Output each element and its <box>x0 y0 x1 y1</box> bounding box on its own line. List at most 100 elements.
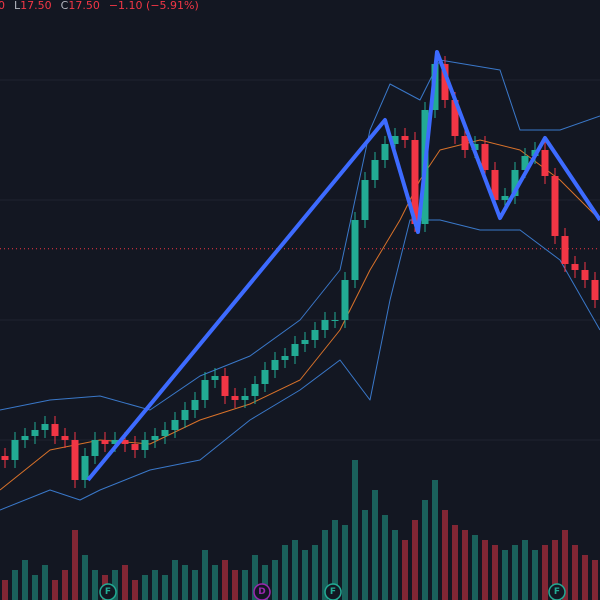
candle-body <box>261 370 269 384</box>
volume-bar <box>302 550 308 600</box>
volume-bar <box>362 510 368 600</box>
volume-bar <box>462 530 468 600</box>
candle-body <box>291 344 299 356</box>
volume-bar <box>122 565 128 600</box>
candle-body <box>141 440 149 450</box>
volume-bar <box>332 520 338 600</box>
indicator-line <box>86 50 600 482</box>
candle-body <box>331 320 339 321</box>
candle-body <box>231 396 239 400</box>
volume-bar <box>202 550 208 600</box>
candle-body <box>211 376 219 380</box>
candle-body <box>181 410 189 420</box>
candle-body <box>271 360 279 370</box>
volume-bar <box>2 580 8 600</box>
candle-body <box>451 100 459 136</box>
candle-body <box>31 430 39 436</box>
candle-body <box>311 330 319 340</box>
candle-body <box>101 440 109 444</box>
candle-body <box>1 456 9 460</box>
volume-bar <box>372 490 378 600</box>
volume-bar <box>252 555 258 600</box>
candle-body <box>551 176 559 236</box>
volume-bar <box>172 560 178 600</box>
candle-body <box>221 376 229 396</box>
candle-body <box>91 440 99 456</box>
volume-bar <box>132 580 138 600</box>
candle-body <box>341 280 349 320</box>
event-label: F <box>330 587 336 597</box>
volume-bar <box>242 570 248 600</box>
candle-body <box>61 436 69 440</box>
candle-body <box>521 156 529 170</box>
candle-body <box>111 440 119 444</box>
volume-bar <box>502 550 508 600</box>
volume-bar <box>422 500 428 600</box>
header-value: 17.50 <box>20 0 52 12</box>
volume-bar <box>142 575 148 600</box>
candle-body <box>511 170 519 196</box>
candle-body <box>351 220 359 280</box>
volume-bar <box>532 550 538 600</box>
volume-bar <box>442 510 448 600</box>
candle-body <box>581 270 589 280</box>
event-marker <box>253 583 271 600</box>
header-label: C <box>61 0 69 12</box>
candle-body <box>191 400 199 410</box>
event-marker <box>548 583 566 600</box>
volume-bar <box>412 520 418 600</box>
candle-body <box>171 420 179 430</box>
candle-body <box>401 136 409 140</box>
volume-bar <box>262 565 268 600</box>
candle-body <box>131 444 139 450</box>
volume-bar <box>562 530 568 600</box>
candle-body <box>321 320 329 330</box>
volume-bar <box>62 570 68 600</box>
volume-bar <box>232 570 238 600</box>
volume-bar <box>182 565 188 600</box>
volume-bar <box>12 570 18 600</box>
volume-bar <box>82 555 88 600</box>
indicator-line <box>0 139 600 491</box>
candle-body <box>21 436 29 440</box>
volume-bar <box>282 545 288 600</box>
volume-bar <box>592 560 598 600</box>
candle-body <box>151 436 159 440</box>
candle-body <box>201 380 209 400</box>
header-value: 0 <box>0 0 5 12</box>
event-label: D <box>258 587 265 597</box>
candle-body <box>391 136 399 144</box>
candle-body <box>41 424 49 430</box>
volume-bar <box>292 540 298 600</box>
candle-body <box>301 340 309 344</box>
candle-body <box>561 236 569 264</box>
volume-bar <box>22 560 28 600</box>
volume-bar <box>552 540 558 600</box>
volume-bar <box>92 570 98 600</box>
candle-body <box>121 440 129 444</box>
volume-bar <box>222 560 228 600</box>
volume-bar <box>52 580 58 600</box>
volume-bar <box>192 570 198 600</box>
volume-bar <box>512 545 518 600</box>
volume-bar <box>322 530 328 600</box>
candle-body <box>241 396 249 400</box>
volume-bar <box>152 570 158 600</box>
candle-body <box>591 280 599 300</box>
volume-bar <box>572 545 578 600</box>
candle-body <box>411 140 419 224</box>
volume-bar <box>432 480 438 600</box>
volume-bar <box>112 570 118 600</box>
volume-bar <box>32 575 38 600</box>
candle-body <box>381 144 389 160</box>
candle-body <box>541 150 549 176</box>
candle-body <box>371 160 379 180</box>
header-value: −1.10 (−5.91%) <box>109 0 199 12</box>
volume-bar <box>522 540 528 600</box>
volume-bar <box>162 575 168 600</box>
event-marker <box>324 583 342 600</box>
candle-body <box>281 356 289 360</box>
volume-bar <box>392 530 398 600</box>
candle-body <box>481 144 489 170</box>
